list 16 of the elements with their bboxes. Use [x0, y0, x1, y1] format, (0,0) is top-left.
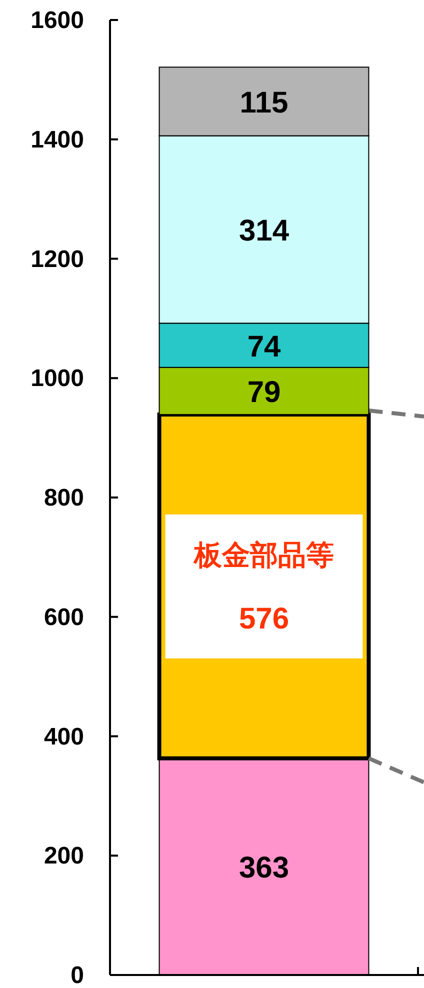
- y-tick-label: 400: [44, 723, 84, 750]
- y-tick-label: 1400: [30, 126, 84, 154]
- data-label: 363: [238, 852, 290, 885]
- y-tick-label: 200: [44, 842, 84, 870]
- data-label: 576: [238, 602, 290, 636]
- data-label: 74: [247, 330, 281, 364]
- series-label: 板金部品等: [193, 539, 334, 570]
- y-tick-label: 1200: [30, 246, 84, 273]
- y-tick-label: 600: [44, 604, 84, 631]
- data-label: 314: [238, 214, 290, 248]
- y-tick-label: 1000: [30, 365, 84, 392]
- y-tick-label: 1600: [30, 7, 84, 34]
- y-tick-label: 0: [70, 962, 84, 988]
- data-label: 115: [240, 86, 288, 120]
- y-tick-label: 800: [44, 484, 84, 512]
- data-label: 79: [247, 376, 281, 409]
